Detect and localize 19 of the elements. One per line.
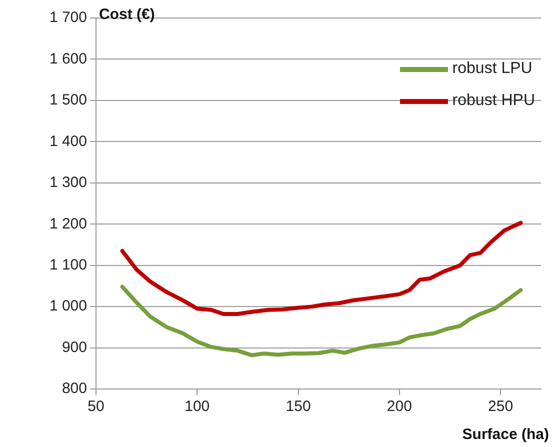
y-tick-label: 1 500 — [49, 92, 87, 109]
y-tick-label: 1 200 — [49, 215, 87, 232]
legend-label: robust LPU — [452, 60, 532, 78]
x-axis-title: Surface (ha) — [462, 426, 549, 443]
legend-label: robust HPU — [452, 92, 535, 110]
y-tick-label: 1 700 — [49, 9, 87, 26]
x-tick-label: 250 — [488, 398, 514, 416]
x-tick-label: 100 — [184, 398, 210, 416]
x-tick-label: 200 — [386, 398, 412, 416]
y-tick-label: 1 300 — [49, 174, 87, 192]
y-tick-label: 1 400 — [49, 132, 87, 150]
y-tick-label: 1 600 — [49, 50, 87, 68]
x-tick-label: 150 — [286, 398, 311, 416]
y-tick-label: 1 000 — [49, 298, 87, 315]
y-axis-title: Cost (€) — [99, 6, 155, 23]
y-tick-label: 1 100 — [49, 256, 87, 274]
x-tick-label: 50 — [88, 398, 104, 416]
y-tick-label: 900 — [62, 338, 87, 356]
y-tick-label: 800 — [62, 380, 87, 398]
